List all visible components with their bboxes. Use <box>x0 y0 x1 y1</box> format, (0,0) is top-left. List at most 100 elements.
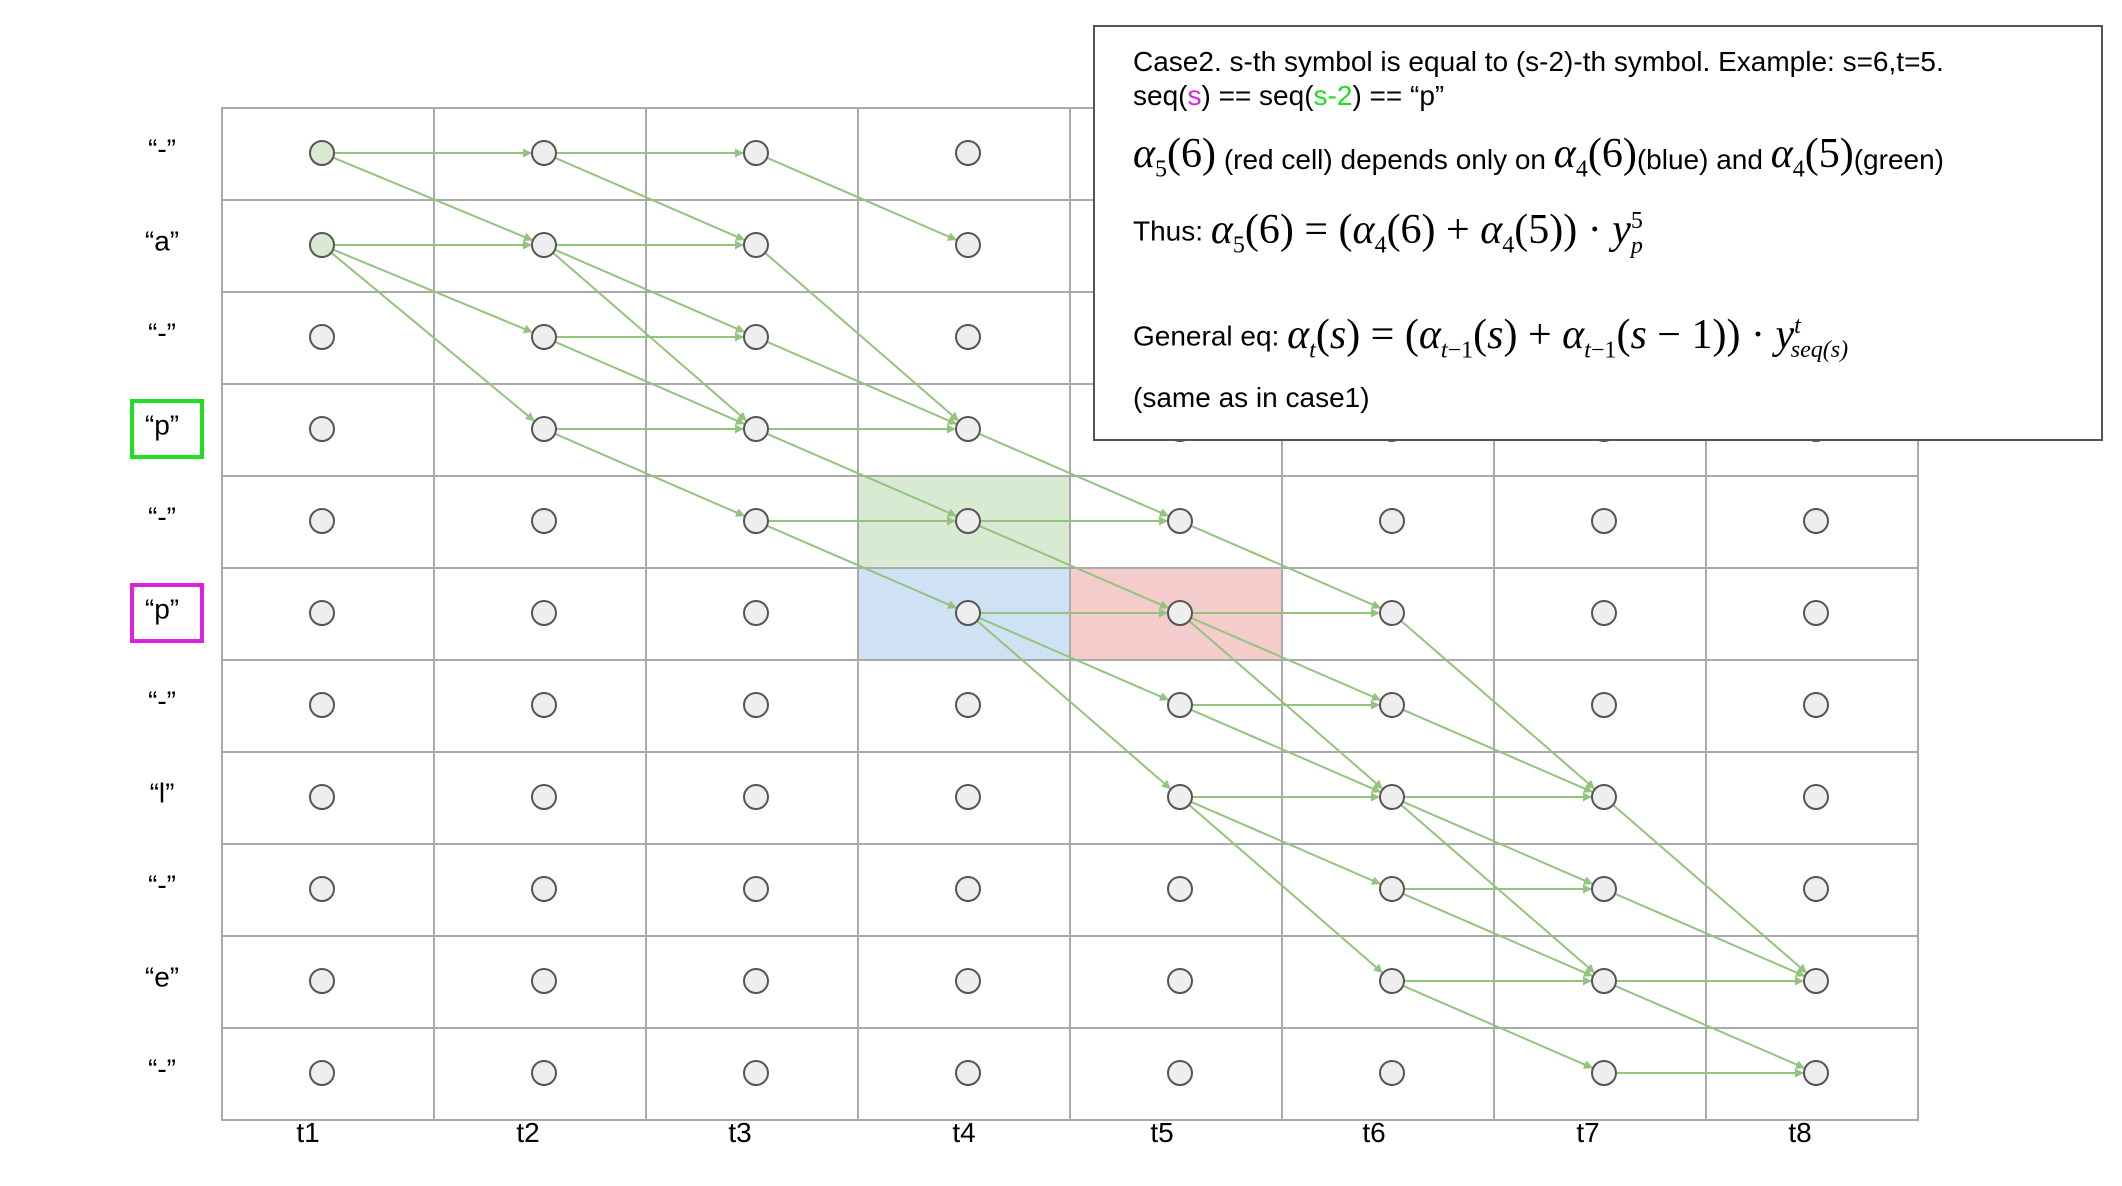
lattice-node <box>1591 600 1617 626</box>
row-label: “-” <box>148 317 176 348</box>
column-labels: t1 t2 t3 t4 t5 t6 t7 t8 <box>296 1117 1811 1148</box>
lattice-node <box>1167 600 1193 626</box>
green-text: (green) <box>1853 144 1944 176</box>
transition-arrow <box>1614 984 1805 1069</box>
sequence-equality: seq(s) == seq(s-2) == “p” <box>1133 79 2079 113</box>
lattice-node <box>955 324 981 350</box>
thus-formula: α5(6) = (α4(6) + α4(5)) · y5p <box>1210 207 1643 259</box>
lattice-node <box>1167 968 1193 994</box>
transition-arrow <box>554 156 745 241</box>
transition-arrow <box>766 432 957 517</box>
lattice-node <box>955 968 981 994</box>
lattice-node <box>531 232 557 258</box>
transition-arrow <box>978 432 1169 517</box>
lattice-node <box>309 324 335 350</box>
transition-arrow <box>554 432 745 517</box>
transition-arrow <box>978 524 1169 609</box>
lattice-node <box>1591 508 1617 534</box>
column-label: t6 <box>1362 1117 1385 1148</box>
transition-arrow <box>766 156 957 241</box>
transition-arrow <box>1402 984 1593 1069</box>
lattice-node <box>531 324 557 350</box>
transition-arrow <box>1188 804 1383 974</box>
transition-arrow <box>1614 892 1805 977</box>
lattice-node <box>1167 784 1193 810</box>
transition-arrow <box>1402 708 1593 793</box>
lattice-node <box>1803 692 1829 718</box>
row-label: “-” <box>148 133 176 164</box>
lattice-node <box>743 324 769 350</box>
transition-arrow <box>1190 524 1381 609</box>
start-node <box>309 140 335 166</box>
column-label: t4 <box>952 1117 975 1148</box>
blue-text: (blue) and <box>1636 144 1763 176</box>
same-as-case1: (same as in case1) <box>1133 382 1370 414</box>
transition-arrow <box>978 616 1169 701</box>
row-label: “l” <box>150 777 175 808</box>
general-formula: αt(s) = (αt−1(s) + αt−1(s − 1)) · ytseq(… <box>1287 311 1849 364</box>
row-label: “a” <box>145 225 179 256</box>
row-label: “p” <box>145 409 179 440</box>
start-node <box>309 232 335 258</box>
lattice-node <box>743 692 769 718</box>
seq-prefix: seq( <box>1133 80 1188 111</box>
lattice-node <box>743 600 769 626</box>
lattice-node <box>531 508 557 534</box>
transition-arrow <box>1612 804 1807 974</box>
column-label: t7 <box>1576 1117 1599 1148</box>
lattice-node <box>531 968 557 994</box>
row-label: “-” <box>148 685 176 716</box>
transition-arrow <box>332 156 533 242</box>
row-label: “-” <box>148 1053 176 1084</box>
lattice-node <box>1591 968 1617 994</box>
thus-label: Thus: <box>1133 215 1204 247</box>
lattice-node <box>955 232 981 258</box>
lattice-node <box>531 416 557 442</box>
lattice-node <box>1803 1060 1829 1086</box>
transition-arrow <box>332 248 533 334</box>
general-equation: General eq: αt(s) = (αt−1(s) + αt−1(s − … <box>1133 309 2079 367</box>
transition-arrow <box>764 252 959 422</box>
lattice-node <box>743 784 769 810</box>
lattice-node <box>309 784 335 810</box>
general-label: General eq: <box>1133 320 1280 352</box>
lattice-node <box>955 140 981 166</box>
lattice-node <box>1379 784 1405 810</box>
lattice-node <box>309 692 335 718</box>
transition-arrow <box>1190 616 1381 701</box>
lattice-node <box>955 600 981 626</box>
red-cell-text: (red cell) depends only on <box>1223 144 1547 176</box>
row-label-box <box>130 583 204 643</box>
lattice-node <box>1803 968 1829 994</box>
lattice-node <box>1379 600 1405 626</box>
lattice-node <box>309 416 335 442</box>
seq-suffix: ) == “p” <box>1352 80 1445 111</box>
lattice-node <box>1167 508 1193 534</box>
transition-arrow <box>554 340 745 425</box>
lattice-node <box>1803 784 1829 810</box>
lattice-node <box>743 416 769 442</box>
lattice-node <box>1591 692 1617 718</box>
lattice-node <box>531 876 557 902</box>
lattice-node <box>531 140 557 166</box>
lattice-node <box>531 600 557 626</box>
lattice-node <box>743 508 769 534</box>
transition-arrow <box>1400 620 1595 790</box>
lattice-node <box>1591 784 1617 810</box>
lattice-node <box>1167 1060 1193 1086</box>
column-label: t8 <box>1788 1117 1811 1148</box>
s-highlight: s <box>1187 80 1202 111</box>
column-label: t3 <box>728 1117 751 1148</box>
transition-arrow <box>1190 800 1381 885</box>
alpha-5-6: α5(6) <box>1133 131 1217 183</box>
lattice-node <box>1379 1060 1405 1086</box>
lattice-node <box>309 876 335 902</box>
row-label: “e” <box>145 961 179 992</box>
row-label: “-” <box>148 501 176 532</box>
lattice-node <box>531 1060 557 1086</box>
thus-equation: Thus: α5(6) = (α4(6) + α4(5)) · y5p <box>1133 204 2079 262</box>
transition-arrow <box>330 251 535 422</box>
dependency-statement: α5(6) (red cell) depends only on α4(6)(b… <box>1133 133 2079 186</box>
seq-middle: ) == seq( <box>1201 80 1314 111</box>
row-labels: “-” “a” “-” “p” “-” “p” “-” “l” “-” “e” “-” <box>130 133 204 1084</box>
